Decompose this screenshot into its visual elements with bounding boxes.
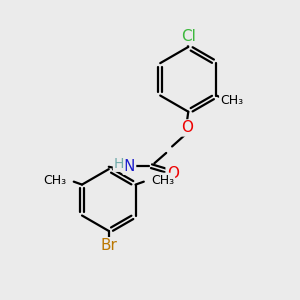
Text: Cl: Cl xyxy=(181,29,196,44)
Text: H: H xyxy=(114,157,124,171)
Text: Br: Br xyxy=(100,238,117,253)
Text: CH₃: CH₃ xyxy=(220,94,243,107)
Text: O: O xyxy=(167,166,179,181)
Text: CH₃: CH₃ xyxy=(151,174,174,187)
Text: O: O xyxy=(181,120,193,135)
Text: CH₃: CH₃ xyxy=(44,174,67,187)
Text: N: N xyxy=(124,159,135,174)
